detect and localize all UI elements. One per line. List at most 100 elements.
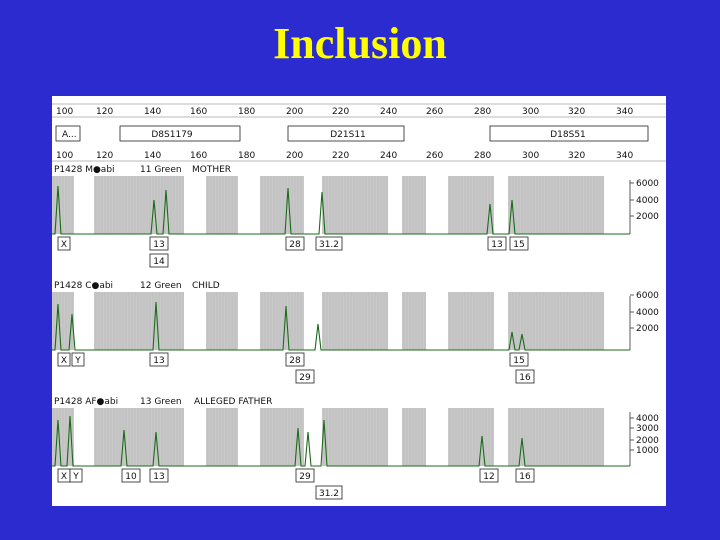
allele-bin bbox=[508, 292, 604, 350]
ruler-tick-label: 240 bbox=[380, 151, 397, 161]
locus-box-d8 bbox=[119, 125, 241, 142]
trace-father bbox=[52, 415, 630, 467]
allele-bin bbox=[260, 176, 304, 234]
allele-call: 12 bbox=[483, 472, 494, 482]
locus-label-d8: D8S1179 bbox=[151, 130, 193, 140]
lane-role-mother: MOTHER bbox=[192, 165, 231, 175]
allele-call: 28 bbox=[289, 240, 301, 250]
scale-label: 6000 bbox=[636, 291, 659, 301]
ruler-tick-label: 100 bbox=[56, 107, 73, 117]
lane-sample-child: 12 Green bbox=[140, 281, 182, 291]
allele-call-box bbox=[285, 236, 305, 251]
ruler-tick-label: 240 bbox=[380, 107, 397, 117]
allele-bin bbox=[508, 176, 604, 234]
scale-label: 6000 bbox=[636, 179, 659, 189]
allele-call: 28 bbox=[289, 356, 301, 366]
ruler-tick-label: 340 bbox=[616, 107, 633, 117]
ruler-tick-label: 120 bbox=[96, 151, 113, 161]
trace-mother bbox=[52, 185, 630, 235]
allele-call: X bbox=[61, 472, 67, 482]
allele-call: 16 bbox=[519, 373, 531, 383]
ruler-tick-label: 200 bbox=[286, 151, 303, 161]
allele-call: 13 bbox=[491, 240, 502, 250]
ruler-tick-label: 300 bbox=[522, 151, 539, 161]
allele-call: X bbox=[61, 240, 67, 250]
allele-bin bbox=[260, 292, 304, 350]
ruler-tick-label: 320 bbox=[568, 107, 585, 117]
ruler-tick-label: 280 bbox=[474, 151, 491, 161]
allele-bin bbox=[402, 292, 426, 350]
allele-call-box bbox=[479, 468, 499, 483]
allele-call: Y bbox=[72, 472, 79, 482]
ruler-tick-label: 140 bbox=[144, 107, 161, 117]
ruler-tick-label: 260 bbox=[426, 107, 443, 117]
locus-label-a: A... bbox=[62, 130, 77, 140]
lane-header-father: P1428 AF●abi bbox=[54, 397, 118, 407]
allele-call: 31.2 bbox=[319, 489, 339, 499]
allele-call-box bbox=[121, 468, 141, 483]
ruler-tick-label: 140 bbox=[144, 151, 161, 161]
ruler-tick-label: 300 bbox=[522, 107, 539, 117]
scale-label: 3000 bbox=[636, 424, 659, 434]
ruler-tick-label: 180 bbox=[238, 107, 255, 117]
ruler-tick-label: 280 bbox=[474, 107, 491, 117]
scale-label: 4000 bbox=[636, 414, 659, 424]
ruler-tick-label: 160 bbox=[190, 151, 207, 161]
allele-call-box bbox=[149, 253, 169, 268]
locus-label-d18: D18S51 bbox=[550, 130, 586, 140]
electropherogram: 100 120 140 160 180 200 220 240 260 280 300 320 340 1… bbox=[52, 103, 666, 500]
allele-bin bbox=[402, 176, 426, 234]
allele-call-box bbox=[57, 236, 71, 251]
allele-bin bbox=[94, 408, 184, 466]
lane-sample-mother: 11 Green bbox=[140, 165, 182, 175]
ruler-tick-label: 340 bbox=[616, 151, 633, 161]
allele-call: 29 bbox=[299, 472, 311, 482]
scale-label: 2000 bbox=[636, 436, 659, 446]
ruler-tick-label: 260 bbox=[426, 151, 443, 161]
allele-call: 15 bbox=[513, 356, 524, 366]
ruler-tick-label: 180 bbox=[238, 151, 255, 161]
allele-call-box bbox=[295, 369, 315, 384]
allele-call: 13 bbox=[153, 356, 164, 366]
allele-call-box bbox=[315, 236, 343, 251]
allele-call-box bbox=[295, 468, 315, 483]
scale-label: 1000 bbox=[636, 446, 659, 456]
allele-bin bbox=[94, 292, 184, 350]
scale-label: 4000 bbox=[636, 196, 659, 206]
ruler-tick-label: 160 bbox=[190, 107, 207, 117]
ruler-tick-label: 220 bbox=[332, 107, 349, 117]
locus-box-d21 bbox=[287, 125, 405, 142]
allele-bin bbox=[206, 176, 238, 234]
ruler-tick-label: 200 bbox=[286, 107, 303, 117]
allele-call-box bbox=[285, 352, 305, 367]
allele-call: 13 bbox=[153, 472, 164, 482]
allele-bin bbox=[94, 176, 184, 234]
allele-call-box bbox=[71, 352, 85, 367]
scale-label: 2000 bbox=[636, 324, 659, 334]
allele-call: 15 bbox=[513, 240, 524, 250]
allele-call: 16 bbox=[519, 472, 531, 482]
slide-title: Inclusion bbox=[273, 19, 447, 68]
lane-header-mother: P1428 M●abi bbox=[54, 165, 115, 175]
electropherogram-panel: 100 120 140 160 180 200 220 240 260 280 300 320 340 1… bbox=[52, 96, 666, 506]
scale-label: 2000 bbox=[636, 212, 659, 222]
allele-call-box bbox=[509, 352, 529, 367]
allele-call: 31.2 bbox=[319, 240, 339, 250]
allele-call-box bbox=[57, 352, 71, 367]
allele-bin bbox=[508, 408, 604, 466]
ruler-tick-label: 320 bbox=[568, 151, 585, 161]
allele-call-box bbox=[515, 468, 535, 483]
ruler-tick-label: 120 bbox=[96, 107, 113, 117]
allele-bin bbox=[206, 292, 238, 350]
allele-bin bbox=[206, 408, 238, 466]
allele-call: 29 bbox=[299, 373, 311, 383]
allele-call-box bbox=[149, 352, 169, 367]
ruler-tick-label: 100 bbox=[56, 151, 73, 161]
allele-call-box bbox=[315, 485, 343, 500]
lane-header-child: P1428 C●abi bbox=[54, 281, 113, 291]
allele-call: Y bbox=[74, 356, 81, 366]
allele-call-box bbox=[149, 468, 169, 483]
allele-call: 13 bbox=[153, 240, 164, 250]
allele-call-box bbox=[69, 468, 83, 483]
allele-call-box bbox=[487, 236, 507, 251]
